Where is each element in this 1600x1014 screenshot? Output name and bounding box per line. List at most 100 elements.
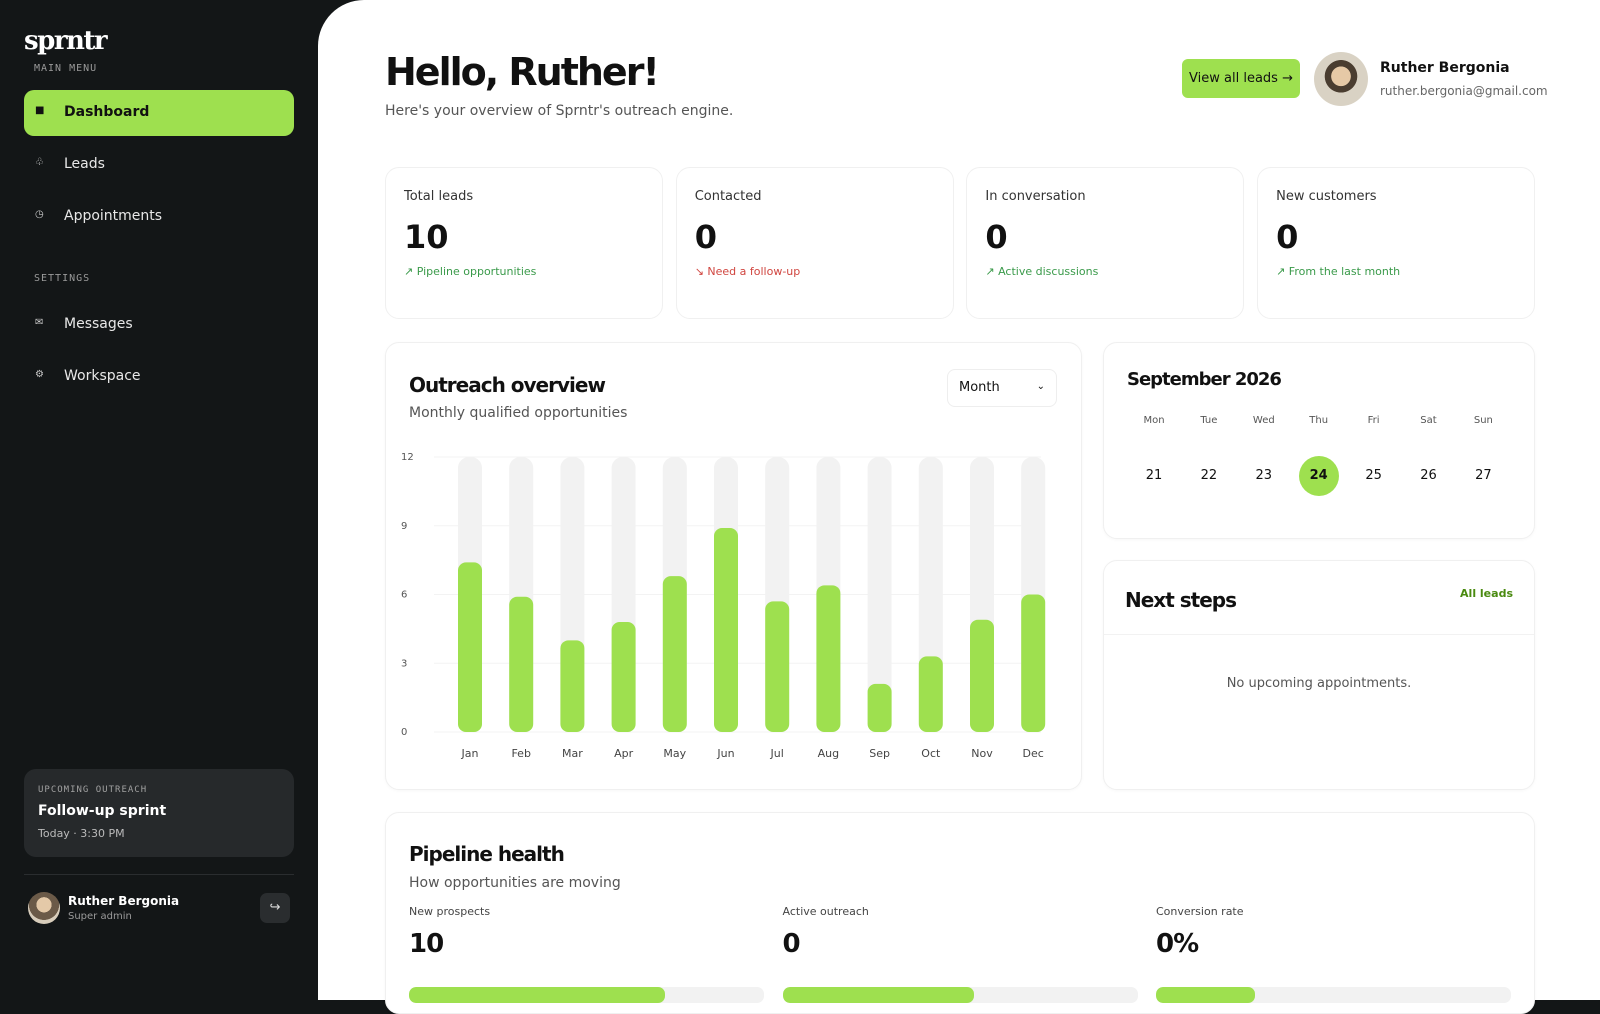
bar [765, 601, 790, 732]
chart-title: Outreach overview [409, 373, 606, 397]
metric-label: New prospects [409, 905, 491, 918]
metric-value: 10 [409, 929, 444, 959]
upcoming-card[interactable]: UPCOMING OUTREACH Follow-up sprint Today… [24, 769, 294, 857]
sidebar: sprntr MAIN MENU SETTINGS UPCOMING OUTRE… [0, 0, 318, 1000]
logout-button[interactable]: ↪ [260, 893, 290, 923]
card-title: Next steps [1125, 588, 1237, 612]
stat-note: ↗ Pipeline opportunities [404, 265, 537, 278]
y-tick-label: 0 [401, 727, 407, 738]
bar [816, 585, 841, 732]
stat-label: In conversation [985, 189, 1086, 204]
x-tick-label: Jul [770, 747, 784, 760]
bar-track [867, 457, 892, 732]
weekday: Tue [1200, 415, 1218, 426]
next-steps-card: Next steps All leads No upcoming appoint… [1103, 560, 1535, 790]
day[interactable]: 21 [1145, 468, 1163, 483]
avatar [28, 892, 60, 924]
stat-card: Contacted 0 ↘ Need a follow-up [675, 167, 954, 319]
menu-active-bg[interactable] [24, 90, 294, 136]
x-tick-label: Sep [869, 747, 890, 760]
menu-icon: ◷ [35, 209, 44, 220]
bar [970, 619, 994, 732]
period-select[interactable]: Month ⌄ [947, 369, 1057, 407]
menu-item[interactable]: Dashboard [64, 104, 150, 120]
chart-subtitle: Monthly qualified opportunities [409, 405, 628, 421]
day[interactable]: 26 [1420, 468, 1437, 483]
x-tick-label: Aug [818, 747, 839, 760]
card-subtitle: How opportunities are moving [409, 875, 621, 891]
stat-card: New customers 0 ↗ From the last month [1257, 167, 1536, 319]
menu-icon: ♧ [35, 157, 44, 168]
bar [509, 596, 534, 732]
chart-card: Outreach overview Monthly qualified oppo… [385, 342, 1082, 790]
x-tick-label: Jun [716, 747, 734, 760]
stat-note: ↗ Active discussions [985, 265, 1099, 278]
period-value: Month [959, 380, 1000, 395]
metric-label: Conversion rate [1156, 905, 1244, 918]
day[interactable]: 25 [1365, 468, 1382, 483]
menu-icon: ■ [35, 105, 45, 116]
user-name: Ruther Bergonia [1380, 60, 1510, 76]
menu-item[interactable]: Messages [64, 316, 133, 332]
selected-day-bg [1298, 456, 1339, 496]
bar [560, 640, 585, 732]
menu-icon: ⚙ [35, 369, 44, 380]
day[interactable]: 24 [1309, 468, 1328, 483]
weekday: Wed [1252, 415, 1275, 426]
menu-item[interactable]: Leads [64, 156, 105, 172]
progress-fill [1156, 987, 1256, 1003]
y-tick-label: 3 [401, 658, 407, 669]
stat-value: 10 [404, 218, 449, 256]
caret: ⌄ [1036, 381, 1045, 392]
stat-value: 0 [1276, 218, 1299, 256]
stat-value: 0 [694, 218, 717, 256]
stat-label: New customers [1276, 189, 1377, 204]
x-tick-label: Jan [461, 747, 479, 760]
x-tick-label: Apr [614, 747, 634, 760]
upcoming-label: UPCOMING OUTREACH [38, 785, 148, 795]
menu-item[interactable]: Workspace [64, 368, 141, 384]
bar [611, 622, 636, 732]
bar [867, 683, 892, 732]
x-tick-label: Oct [921, 747, 941, 760]
logo[interactable]: sprntr [24, 26, 108, 56]
progress-track [782, 987, 1138, 1003]
menu-item[interactable]: Appointments [64, 208, 163, 224]
calendar-title: September 2026 [1127, 369, 1282, 390]
pipeline-card: Pipeline health How opportunities are mo… [385, 812, 1535, 1014]
user-role: Super admin [68, 911, 132, 922]
stat-label: Contacted [694, 189, 762, 204]
day[interactable]: 23 [1255, 468, 1273, 483]
y-tick-label: 12 [401, 452, 414, 463]
stat-note: ↘ Need a follow-up [694, 265, 801, 278]
progress-fill [782, 987, 975, 1003]
x-tick-label: Feb [511, 747, 530, 760]
upcoming-time: Today · 3:30 PM [38, 827, 125, 840]
bar [714, 528, 738, 732]
weekday: Thu [1309, 415, 1329, 426]
stat-label: Total leads [404, 189, 474, 204]
y-tick-label: 9 [401, 521, 407, 532]
x-tick-label: Nov [971, 747, 993, 760]
upcoming-title: Follow-up sprint [38, 803, 167, 819]
bar-chart: 0 3 6 9 12 Jan Feb Mar Apr May Jun Jul Aug Sep Oct Nov D… [401, 452, 1046, 760]
weekday: Sat [1420, 415, 1437, 426]
bar [918, 656, 943, 732]
view-leads-button[interactable]: View all leads → [1182, 59, 1300, 98]
progress-track [1156, 987, 1511, 1003]
all-leads-link[interactable]: All leads [1460, 587, 1513, 600]
page-title: Hello, Ruther! [385, 50, 660, 94]
day[interactable]: 27 [1475, 468, 1492, 483]
calendar-card: September 2026 Mon 21 Tue 22 Wed 23 Thu 24 Fri 25… [1103, 342, 1535, 539]
x-tick-label: Dec [1023, 747, 1044, 760]
section-label: MAIN MENU [34, 63, 98, 74]
avatar[interactable] [1314, 52, 1368, 106]
weekday: Mon [1143, 415, 1165, 426]
stat-note: ↗ From the last month [1276, 265, 1401, 278]
section-label: SETTINGS [34, 273, 91, 284]
weekday: Fri [1367, 415, 1380, 426]
day[interactable]: 22 [1200, 468, 1218, 483]
x-tick-label: May [663, 747, 686, 760]
divider [24, 874, 294, 875]
empty-message: No upcoming appointments. [1226, 676, 1412, 691]
